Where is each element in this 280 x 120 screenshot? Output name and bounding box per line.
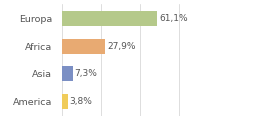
Bar xyxy=(62,66,73,81)
Text: 61,1%: 61,1% xyxy=(159,14,188,23)
Text: 3,8%: 3,8% xyxy=(69,97,92,106)
Bar xyxy=(62,94,67,109)
Bar xyxy=(62,39,105,54)
Text: 27,9%: 27,9% xyxy=(107,42,136,51)
Text: 7,3%: 7,3% xyxy=(74,69,97,78)
Bar xyxy=(62,11,157,26)
